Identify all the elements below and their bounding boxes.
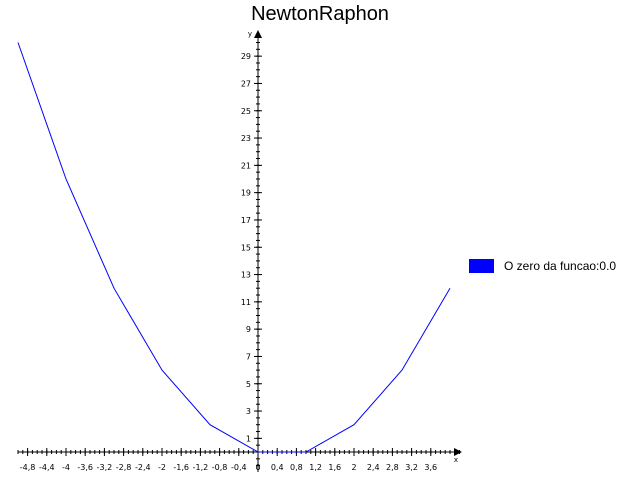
x-tick-label: -4 — [62, 463, 70, 472]
y-tick-label: 9 — [246, 325, 251, 334]
x-tick-label: -2,4 — [135, 463, 151, 472]
x-tick-label: -3,2 — [97, 463, 113, 472]
y-tick-label: 5 — [246, 380, 251, 389]
x-tick-label: 0,4 — [271, 463, 284, 472]
legend: O zero da funcao:0.0 — [469, 258, 616, 274]
y-tick-label: 19 — [241, 189, 251, 198]
x-tick-label: -2,8 — [116, 463, 132, 472]
x-tick-label: -3,6 — [77, 463, 93, 472]
x-tick-label: 3,2 — [405, 463, 418, 472]
x-axis-label: x — [454, 456, 458, 464]
legend-swatch — [469, 259, 494, 273]
x-tick-label: -0,4 — [231, 463, 247, 472]
x-axis-arrow — [454, 448, 462, 456]
y-axis-arrow — [254, 30, 262, 38]
y-tick-label: 17 — [241, 216, 251, 225]
series-line — [17, 42, 451, 453]
x-tick-label: 2 — [351, 463, 356, 472]
y-axis-label: y — [248, 30, 252, 38]
x-tick-label: 2,8 — [386, 463, 399, 472]
y-tick-label: 21 — [241, 161, 251, 170]
y-tick-label: 1 — [246, 434, 251, 443]
chart-title: NewtonRaphon — [251, 3, 389, 25]
x-tick-label: -1,2 — [193, 463, 209, 472]
y-tick-label: 29 — [241, 52, 251, 61]
x-tick-label: 3,6 — [424, 463, 437, 472]
legend-label: O zero da funcao:0.0 — [504, 259, 617, 273]
x-tick-label: 2,4 — [367, 463, 380, 472]
y-tick-label: 11 — [241, 298, 251, 307]
y-tick-label: 3 — [246, 407, 251, 416]
y-tick-label: 7 — [246, 352, 251, 361]
x-tick-label: -4,4 — [39, 463, 55, 472]
y-tick-label: 13 — [241, 271, 251, 280]
x-tick-label: -0,8 — [212, 463, 228, 472]
x-tick-label: 0,8 — [290, 463, 303, 472]
y-tick-label: 23 — [241, 134, 251, 143]
x-tick-label: -2 — [158, 463, 166, 472]
x-tick-label: 1,6 — [328, 463, 341, 472]
x-tick-label: 1,2 — [309, 463, 322, 472]
x-tick-label: 0 — [255, 463, 260, 472]
x-tick-label: -1,6 — [173, 463, 189, 472]
y-tick-label: 25 — [241, 107, 251, 116]
y-tick-label: 15 — [241, 243, 251, 252]
y-tick-label: 27 — [241, 79, 251, 88]
x-tick-label: -4,8 — [20, 463, 36, 472]
